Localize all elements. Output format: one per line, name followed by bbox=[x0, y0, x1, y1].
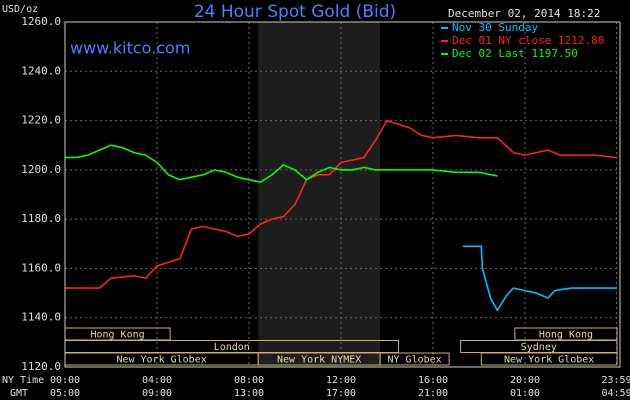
session-label: NY Globex bbox=[388, 355, 442, 366]
x-tick-label: 04:00 bbox=[142, 375, 172, 386]
x-tick-label: 12:00 bbox=[326, 375, 356, 386]
session-label: New York Globex bbox=[116, 355, 206, 366]
y-tick-label: 1220.0 bbox=[21, 114, 61, 127]
y-tick-label: 1180.0 bbox=[21, 212, 61, 225]
y-tick-label: 1160.0 bbox=[21, 261, 61, 274]
session-label: Hong Kong bbox=[90, 330, 144, 341]
session-label: London bbox=[214, 342, 250, 353]
series-line bbox=[462, 245, 617, 312]
x-tick-label: 08:00 bbox=[234, 375, 264, 386]
x-tick-label: 23:59 bbox=[601, 375, 630, 386]
x2-tick-label: 01:00 bbox=[510, 388, 540, 399]
x2-tick-label: 09:00 bbox=[142, 388, 172, 399]
x2-tick-label: 05:00 bbox=[50, 388, 80, 399]
session-label: Sydney bbox=[521, 342, 557, 353]
legend-label: Nov 30 Sunday bbox=[452, 21, 538, 34]
x2-tick-label: 21:00 bbox=[418, 388, 448, 399]
series-line bbox=[65, 119, 618, 289]
x2-tick-label: 13:00 bbox=[234, 388, 264, 399]
x-row-label: NY Time bbox=[2, 375, 44, 386]
legend-label: Dec 01 NY close 1212.80 bbox=[452, 34, 604, 47]
highlight-band bbox=[258, 22, 381, 367]
session-box bbox=[379, 352, 450, 366]
y-tick-label: 1260.0 bbox=[21, 15, 61, 28]
session-label: Hong Kong bbox=[539, 330, 593, 341]
x-tick-label: 16:00 bbox=[418, 375, 448, 386]
session-label: New York Globex bbox=[504, 355, 594, 366]
x2-tick-label: 17:00 bbox=[326, 388, 356, 399]
session-label: New York NYMEX bbox=[277, 355, 361, 366]
x-row-label: GMT bbox=[10, 388, 28, 399]
y-tick-label: 1140.0 bbox=[21, 311, 61, 324]
x-tick-label: 00:00 bbox=[50, 375, 80, 386]
session-box bbox=[480, 352, 618, 366]
y-tick-label: 1240.0 bbox=[21, 64, 61, 77]
chart-title: 24 Hour Spot Gold (Bid) bbox=[194, 2, 396, 22]
watermark: www.kitco.com bbox=[70, 39, 190, 58]
x-tick-label: 20:00 bbox=[510, 375, 540, 386]
series-line bbox=[65, 144, 498, 184]
date: December 02, 2014 18:22 bbox=[448, 7, 600, 20]
y-tick-label: 1120.0 bbox=[21, 360, 61, 373]
x2-tick-label: 04:59 bbox=[601, 388, 630, 399]
legend-label: Dec 02 Last 1197.50 bbox=[452, 47, 578, 60]
plot-frame bbox=[64, 21, 621, 368]
y-axis-label: USD/oz bbox=[2, 4, 38, 15]
y-tick-label: 1200.0 bbox=[21, 163, 61, 176]
